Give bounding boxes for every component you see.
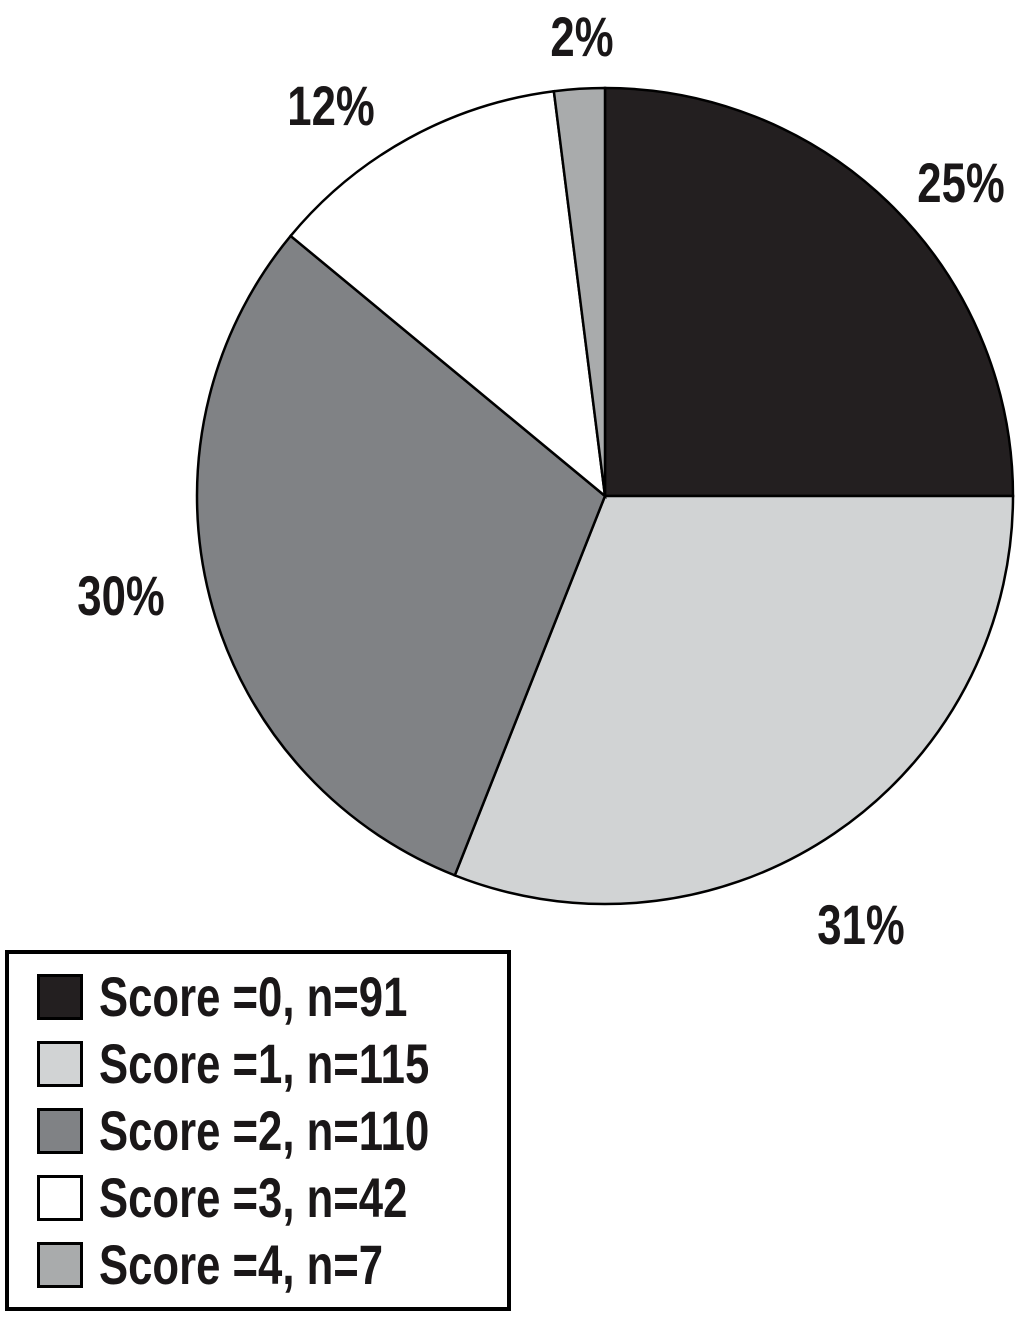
- slice-percentage-label: 12%: [275, 78, 387, 134]
- pie-slice-score-3: [288, 89, 607, 499]
- legend-item: Score =3, n=42: [37, 1164, 507, 1231]
- legend-swatch: [37, 1107, 83, 1154]
- legend-label: Score =0, n=91: [99, 964, 408, 1028]
- legend-label: Score =1, n=115: [99, 1031, 430, 1095]
- legend-label: Score =2, n=110: [99, 1098, 430, 1162]
- slice-percentage-label: 2%: [542, 9, 623, 65]
- legend-swatch: [37, 973, 83, 1020]
- legend-item: Score =1, n=115: [37, 1030, 507, 1097]
- legend-swatch: [37, 1040, 83, 1087]
- legend-label: Score =4, n=7: [99, 1232, 384, 1296]
- slice-percentage-label: 25%: [905, 155, 1017, 211]
- legend-label: Score =3, n=42: [99, 1165, 408, 1229]
- slice-percentage-label: 31%: [805, 897, 917, 953]
- slice-percentage-text: 31%: [817, 893, 905, 956]
- legend: Score =0, n=91 Score =1, n=115 Score =2,…: [5, 950, 511, 1311]
- slice-percentage-text: 30%: [77, 564, 165, 627]
- pie-slice-score-4: [552, 86, 607, 497]
- legend-item: Score =4, n=7: [37, 1231, 507, 1298]
- legend-item: Score =0, n=91: [37, 963, 507, 1030]
- legend-swatch: [37, 1241, 83, 1288]
- slice-percentage-text: 12%: [287, 74, 375, 137]
- pie-slice-score-1: [453, 494, 1015, 906]
- pie-slice-score-0: [603, 86, 1015, 498]
- slice-percentage-text: 25%: [917, 151, 1005, 214]
- legend-item: Score =2, n=110: [37, 1097, 507, 1164]
- slice-percentage-label: 30%: [65, 568, 177, 624]
- pie-slice-score-2: [195, 234, 607, 877]
- legend-swatch: [37, 1174, 83, 1221]
- slice-percentage-text: 2%: [550, 5, 614, 68]
